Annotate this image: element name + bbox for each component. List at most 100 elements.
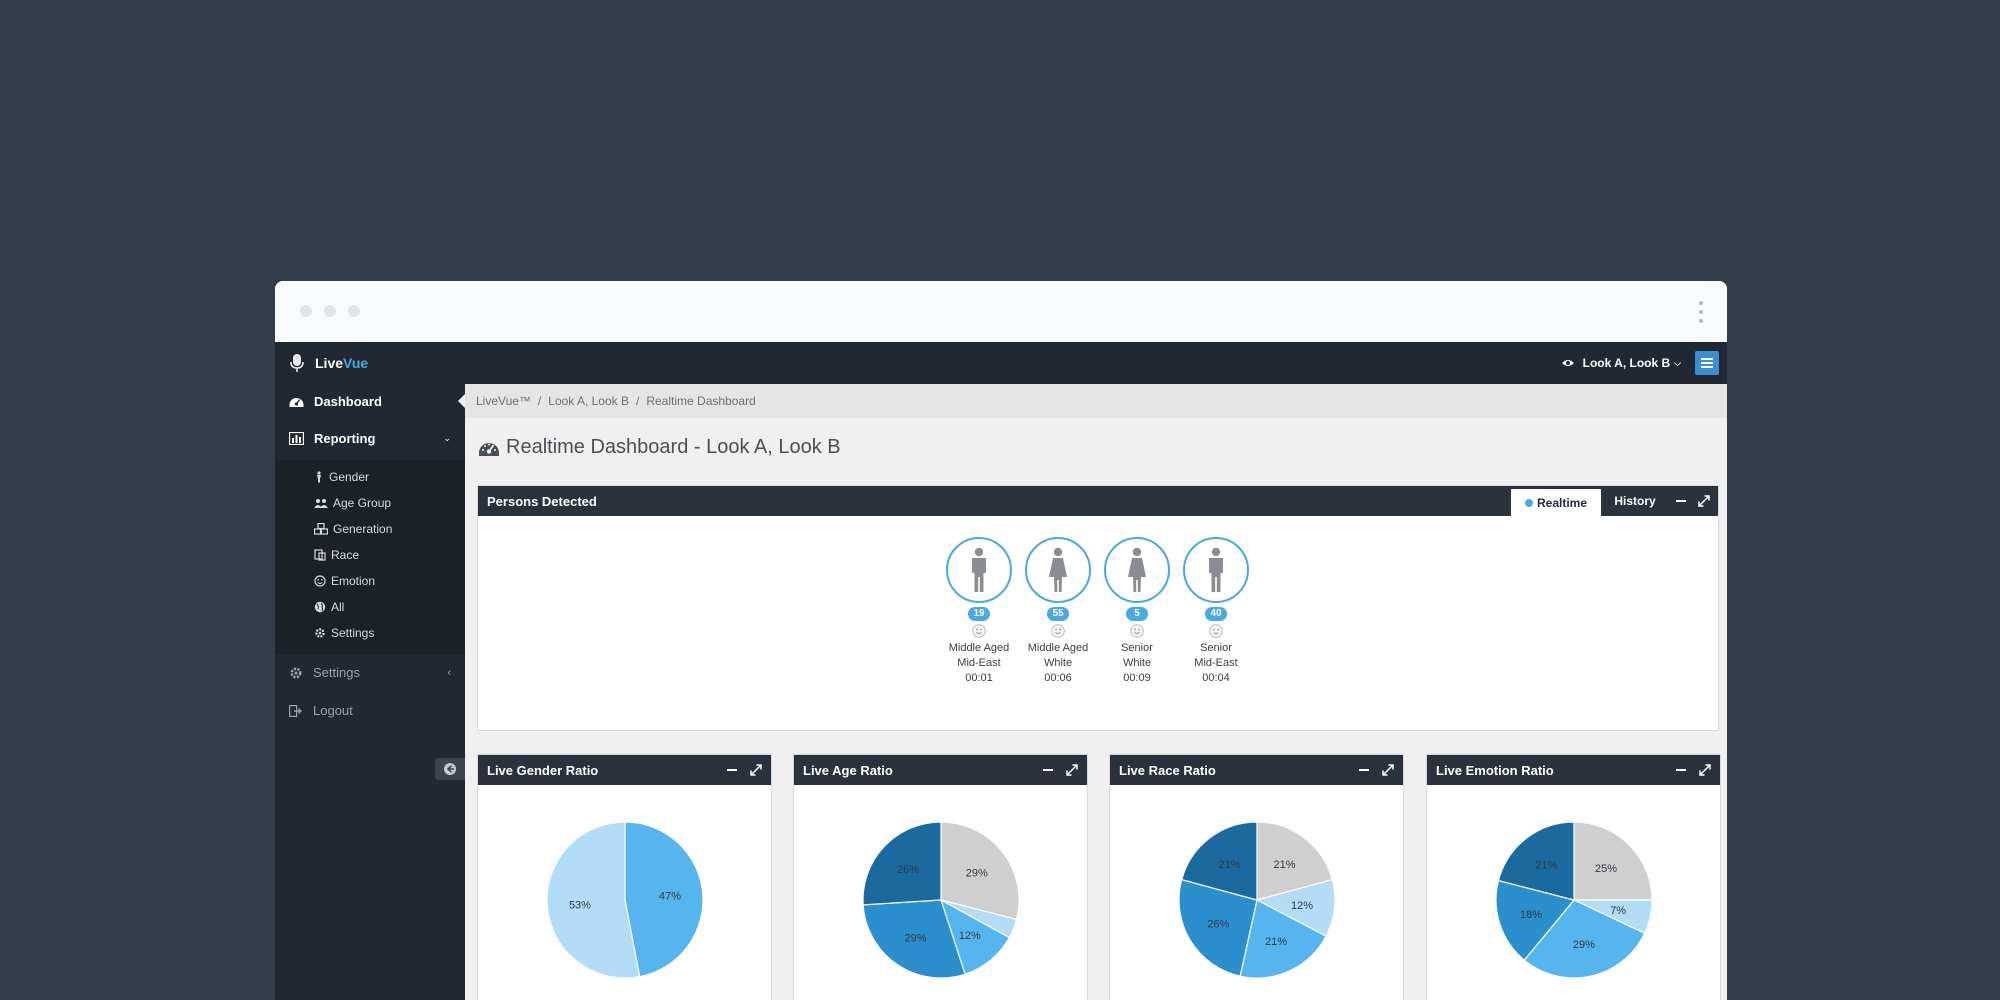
panel-title: Live Gender Ratio bbox=[487, 762, 599, 778]
sidebar-sub-label: Race bbox=[331, 548, 360, 562]
collapse-sidebar-button[interactable] bbox=[435, 758, 465, 780]
pie-slice[interactable] bbox=[1239, 899, 1327, 979]
person-race: White bbox=[1043, 657, 1073, 669]
cubes-icon bbox=[314, 523, 328, 535]
pie-slice[interactable] bbox=[624, 821, 704, 978]
sidebar-item-generation[interactable]: Generation bbox=[314, 522, 392, 536]
panel-header: Live Gender Ratio bbox=[478, 755, 771, 785]
expand-icon[interactable] bbox=[750, 764, 762, 776]
emotion-pie-chart: 25% 7% 29% 18% 21% bbox=[1495, 821, 1653, 979]
person-age: Middle Aged bbox=[1027, 642, 1089, 654]
pie-slice-label: 25% bbox=[1595, 863, 1617, 875]
sidebar-sub-label: Emotion bbox=[331, 574, 376, 588]
breadcrumb-item-looks[interactable]: Look A, Look B bbox=[548, 394, 629, 408]
smile-icon bbox=[1130, 624, 1144, 638]
sidebar-item-reporting[interactable]: Reporting ⌄ bbox=[289, 431, 451, 446]
count-badge: 5 bbox=[1126, 607, 1148, 621]
person-time: 00:04 bbox=[1202, 672, 1230, 684]
minimize-icon[interactable] bbox=[1676, 500, 1686, 502]
smile-icon bbox=[972, 624, 986, 638]
pie-slice[interactable] bbox=[940, 821, 1020, 921]
pie-slice-label: 21% bbox=[1265, 936, 1287, 948]
pie-slice[interactable] bbox=[1256, 821, 1334, 901]
globe-icon bbox=[314, 601, 326, 613]
pie-slice[interactable] bbox=[546, 821, 641, 979]
person-card[interactable]: 40 Senior Mid-East 00:04 bbox=[1183, 537, 1249, 686]
pie-slice[interactable] bbox=[862, 899, 966, 979]
person-race: Mid-East bbox=[957, 657, 1001, 669]
pie-slice-label: 29% bbox=[966, 867, 988, 879]
sidebar-item-emotion[interactable]: Emotion bbox=[314, 574, 375, 588]
brand-name-vue: Vue bbox=[343, 355, 369, 371]
breadcrumb-item-current: Realtime Dashboard bbox=[646, 394, 756, 408]
minimize-icon[interactable] bbox=[1359, 769, 1369, 771]
breadcrumb-separator: / bbox=[537, 394, 542, 408]
sidebar-item-logout[interactable]: Logout bbox=[289, 703, 353, 718]
expand-icon[interactable] bbox=[1698, 495, 1710, 507]
sidebar-item-all[interactable]: All bbox=[314, 600, 344, 614]
sidebar-item-label: Logout bbox=[313, 703, 353, 718]
person-avatar bbox=[1104, 537, 1170, 603]
gender-pie-chart: 47% 53% bbox=[546, 821, 704, 979]
sidebar-item-label: Reporting bbox=[314, 431, 376, 446]
minimize-icon[interactable] bbox=[1676, 769, 1686, 771]
breadcrumb-item-home[interactable]: LiveVue™ bbox=[476, 394, 531, 408]
sidebar-item-gender[interactable]: Gender bbox=[314, 470, 369, 484]
panel-title: Persons Detected bbox=[487, 493, 597, 509]
gear-icon bbox=[290, 667, 302, 678]
look-selector-dropdown[interactable]: Look A, Look B ⌵ bbox=[1561, 342, 1681, 384]
pie-slice[interactable] bbox=[862, 821, 942, 906]
main-content: LiveVue™ / Look A, Look B / Realtime Das… bbox=[465, 384, 1727, 1000]
window-dot-close[interactable] bbox=[300, 305, 312, 317]
tab-history[interactable]: History bbox=[1601, 486, 1669, 516]
pie-slice[interactable] bbox=[1523, 899, 1646, 979]
gear-icon bbox=[315, 628, 325, 638]
hamburger-menu-button[interactable] bbox=[1695, 351, 1719, 375]
minimize-icon[interactable] bbox=[1043, 769, 1053, 771]
minimize-icon[interactable] bbox=[727, 769, 737, 771]
pie-slice-label: 53% bbox=[569, 899, 591, 911]
age-ratio-panel: Live Age Ratio 29% 12% 29% 26% bbox=[793, 754, 1088, 1000]
window-dot-maximize[interactable] bbox=[348, 305, 360, 317]
count-badge: 19 bbox=[968, 607, 990, 621]
users-icon bbox=[314, 498, 328, 508]
male-person-icon bbox=[1209, 547, 1223, 592]
pie-slice-label: 29% bbox=[905, 932, 927, 944]
expand-icon[interactable] bbox=[1066, 764, 1078, 776]
sidebar-item-report-settings[interactable]: Settings bbox=[314, 626, 374, 640]
expand-icon[interactable] bbox=[1699, 764, 1711, 776]
emotion-ratio-panel: Live Emotion Ratio 25% 7% 29% 18% 21% bbox=[1426, 754, 1721, 1000]
brand-logo[interactable]: Live Vue bbox=[289, 342, 368, 384]
tab-realtime[interactable]: Realtime bbox=[1511, 489, 1601, 516]
pie-slice-label: 21% bbox=[1218, 859, 1240, 871]
window-dot-minimize[interactable] bbox=[324, 305, 336, 317]
pie-slice[interactable] bbox=[1497, 821, 1575, 901]
person-card[interactable]: 55 Middle Aged White 00:06 bbox=[1025, 537, 1091, 686]
pie-slice[interactable] bbox=[1180, 821, 1258, 901]
pie-slice-label: 12% bbox=[959, 930, 981, 942]
person-card[interactable]: 5 Senior White 00:09 bbox=[1104, 537, 1170, 686]
sidebar-item-age-group[interactable]: Age Group bbox=[314, 496, 391, 510]
sidebar-item-settings[interactable]: Settings ‹ bbox=[289, 665, 451, 680]
bar-chart-icon bbox=[289, 432, 304, 445]
sidebar-sub-label: All bbox=[331, 600, 345, 614]
logout-icon bbox=[289, 704, 302, 717]
panel-title: Live Race Ratio bbox=[1119, 762, 1216, 778]
pie-slice-label: 7% bbox=[1610, 905, 1626, 917]
more-options-icon[interactable] bbox=[1699, 301, 1703, 325]
pie-slice[interactable] bbox=[1495, 879, 1576, 961]
pie-slice-label: 18% bbox=[1520, 909, 1542, 921]
microphone-icon bbox=[290, 354, 304, 372]
race-ratio-panel: Live Race Ratio 21% 12% 21% 26% 21% bbox=[1109, 754, 1404, 1000]
female-person-icon bbox=[1049, 547, 1067, 592]
expand-icon[interactable] bbox=[1382, 764, 1394, 776]
sidebar-item-race[interactable]: Race bbox=[314, 548, 359, 562]
person-avatar bbox=[1025, 537, 1091, 603]
look-selector-label: Look A, Look B bbox=[1582, 356, 1671, 370]
pie-slice[interactable] bbox=[1573, 821, 1653, 901]
breadcrumb-separator: / bbox=[636, 394, 640, 408]
sidebar-sub-label: Generation bbox=[333, 522, 393, 536]
person-card[interactable]: 19 Middle Aged Mid-East 00:01 bbox=[946, 537, 1012, 686]
pie-slice[interactable] bbox=[1178, 878, 1258, 977]
sidebar-item-dashboard[interactable]: Dashboard bbox=[289, 394, 382, 409]
